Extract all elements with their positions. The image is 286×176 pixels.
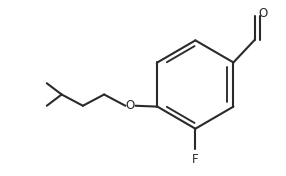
- Text: O: O: [126, 99, 135, 112]
- Text: O: O: [258, 7, 267, 20]
- Text: F: F: [192, 153, 199, 165]
